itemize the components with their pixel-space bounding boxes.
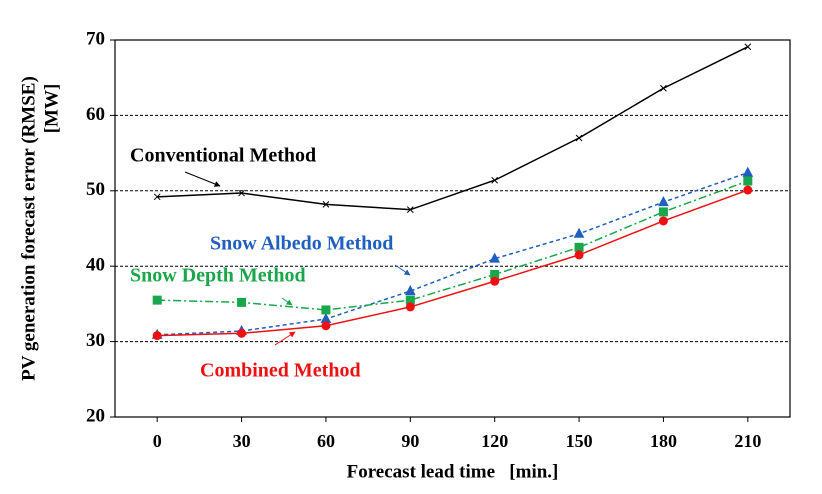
marker bbox=[320, 312, 332, 323]
marker bbox=[489, 252, 501, 263]
y-tick-label: 20 bbox=[86, 405, 105, 426]
y-tick-label: 50 bbox=[86, 179, 105, 200]
marker bbox=[321, 321, 331, 331]
x-tick-label: 210 bbox=[734, 431, 761, 451]
y-tick-label: 60 bbox=[86, 104, 105, 125]
series-line bbox=[157, 189, 749, 337]
label-arrow bbox=[394, 264, 411, 276]
marker bbox=[574, 242, 584, 252]
series-label: Snow Albedo Method bbox=[210, 233, 393, 255]
marker bbox=[237, 297, 247, 307]
label-arrow bbox=[281, 297, 293, 306]
x-tick-label: 60 bbox=[317, 431, 335, 451]
marker bbox=[658, 216, 668, 226]
y-axis-label: PV generation forecast error (RMSE) bbox=[18, 76, 39, 381]
marker bbox=[404, 285, 416, 296]
x-tick-label: 180 bbox=[650, 431, 677, 451]
marker bbox=[238, 189, 245, 197]
marker bbox=[575, 134, 583, 142]
y-axis-label: [MW] bbox=[41, 84, 62, 134]
marker bbox=[743, 176, 753, 186]
marker bbox=[742, 166, 754, 177]
x-tick-label: 150 bbox=[566, 431, 593, 451]
marker bbox=[321, 305, 331, 315]
marker bbox=[153, 193, 161, 201]
label-arrow bbox=[184, 171, 221, 187]
marker bbox=[490, 276, 500, 286]
x-tick-label: 120 bbox=[481, 431, 508, 451]
marker bbox=[152, 331, 162, 341]
marker bbox=[660, 84, 667, 92]
x-axis-label: Forecast lead time [min.] bbox=[347, 461, 559, 482]
marker bbox=[658, 207, 668, 217]
marker bbox=[491, 176, 499, 184]
marker bbox=[574, 250, 584, 260]
marker bbox=[237, 328, 247, 338]
series-line bbox=[157, 46, 749, 211]
x-tick-label: 0 bbox=[153, 431, 162, 451]
marker bbox=[658, 196, 669, 207]
series-line bbox=[157, 180, 749, 311]
series-line bbox=[157, 171, 749, 336]
y-tick-label: 30 bbox=[86, 330, 105, 351]
x-tick-label: 30 bbox=[233, 431, 251, 451]
y-tick-label: 70 bbox=[86, 28, 105, 49]
series-label: Combined Method bbox=[200, 360, 361, 382]
marker bbox=[152, 295, 162, 305]
y-tick-label: 40 bbox=[86, 255, 105, 276]
marker bbox=[406, 206, 414, 214]
marker bbox=[405, 302, 415, 312]
plot-border bbox=[114, 39, 791, 418]
marker bbox=[743, 185, 753, 195]
label-arrow bbox=[274, 331, 296, 346]
series-label: Snow Depth Method bbox=[130, 265, 306, 287]
marker bbox=[744, 43, 752, 51]
x-tick-label: 90 bbox=[401, 431, 419, 451]
series-label: Conventional Method bbox=[130, 145, 316, 167]
marker bbox=[322, 201, 330, 208]
marker bbox=[573, 227, 585, 238]
